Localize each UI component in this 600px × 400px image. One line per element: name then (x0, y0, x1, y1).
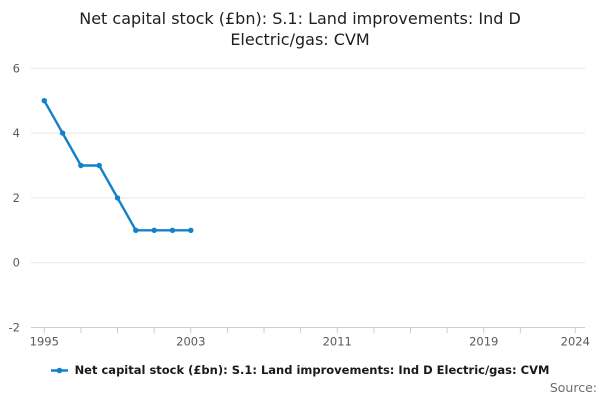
y-tick-label: 4 (13, 126, 20, 140)
line-chart-plot-area: 6 4 2 0 -2 1995 2003 2011 2019 2024 (9, 61, 590, 349)
y-tick-label: 0 (13, 256, 20, 270)
data-point (151, 227, 157, 233)
x-tick-label: 2011 (323, 335, 352, 349)
data-line (43, 99, 193, 232)
chart-title: Net capital stock (£bn): S.1: Land impro… (0, 8, 600, 50)
y-tick-label: 2 (13, 191, 20, 205)
x-tick-label: 2024 (561, 335, 590, 349)
data-point (188, 227, 194, 233)
data-point (96, 162, 102, 169)
data-point (78, 162, 84, 169)
data-point (169, 227, 176, 233)
x-tick-label: 1995 (30, 335, 59, 349)
legend: Net capital stock (£bn): S.1: Land impro… (0, 363, 600, 377)
x-tick-label: 2003 (176, 335, 205, 349)
data-point (41, 98, 47, 104)
x-tick-label: 2019 (469, 335, 498, 349)
legend-series-label: Net capital stock (£bn): S.1: Land impro… (74, 363, 550, 377)
data-point (59, 130, 66, 136)
data-point (133, 227, 139, 233)
source-note: Source: (549, 380, 597, 395)
y-tick-label: 6 (13, 61, 20, 75)
data-point (114, 195, 121, 201)
y-tick-label: -2 (9, 321, 20, 335)
chart-title-text: Net capital stock (£bn): S.1: Land impro… (79, 9, 521, 49)
legend-line-marker-icon (50, 367, 68, 373)
